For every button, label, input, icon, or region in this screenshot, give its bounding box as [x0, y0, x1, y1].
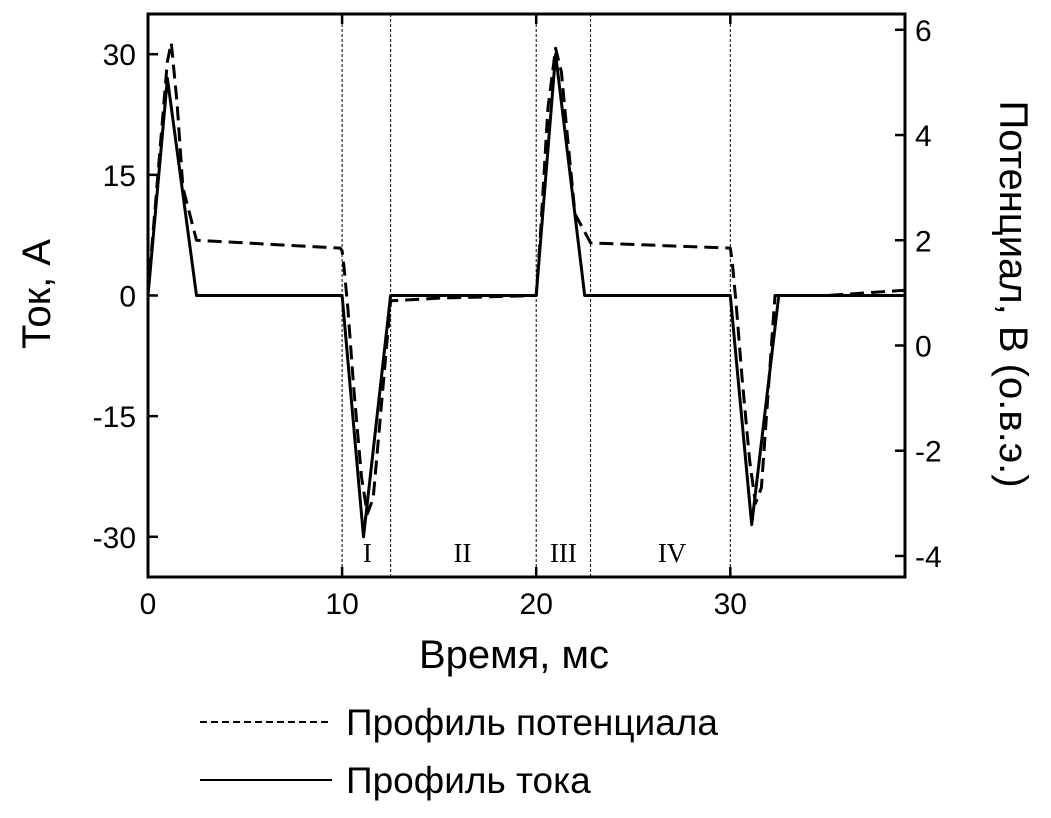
region-label-1: II [453, 538, 471, 568]
y-right-tick-label-3: 0 [915, 330, 932, 363]
x-tick-label-2: 20 [520, 588, 553, 621]
y-left-tick-label-0: 30 [103, 39, 136, 72]
series-line-0 [146, 41, 906, 516]
series-line-1 [146, 52, 905, 539]
y-right-tick-label-1: 4 [915, 120, 932, 153]
plot-area: I II III IV [146, 14, 906, 577]
y-left-tick-label-1: 15 [103, 160, 136, 193]
y-axis-left-title: Ток, А [15, 239, 59, 349]
y-right-tick-label-5: -4 [915, 541, 942, 574]
legend-label-current: Профиль тока [346, 760, 591, 801]
labels: Время, мс Ток, А Потенциал, В (о.в.э.) [15, 100, 1035, 677]
region-label-0: I [363, 538, 372, 568]
y-right-tick-label-0: 6 [915, 15, 932, 48]
y-left-tick-label-2: 0 [119, 281, 136, 314]
y-left-tick-label-4: -30 [93, 522, 136, 555]
legend-label-potential: Профиль потенциала [346, 702, 718, 743]
y-axis-right-title: Потенциал, В (о.в.э.) [991, 100, 1035, 487]
y-left-tick-label-3: -15 [93, 401, 136, 434]
x-tick-label-3: 30 [714, 588, 747, 621]
region-label-3: IV [658, 538, 687, 568]
y-right-tick-label-4: -2 [915, 436, 942, 469]
x-axis-title: Время, мс [419, 633, 609, 677]
x-tick-label-0: 0 [140, 588, 157, 621]
y-right-tick-label-2: 2 [915, 225, 932, 258]
region-label-2: III [550, 538, 577, 568]
legend: Профиль потенциала Профиль тока [200, 702, 718, 801]
x-tick-label-1: 10 [325, 588, 358, 621]
